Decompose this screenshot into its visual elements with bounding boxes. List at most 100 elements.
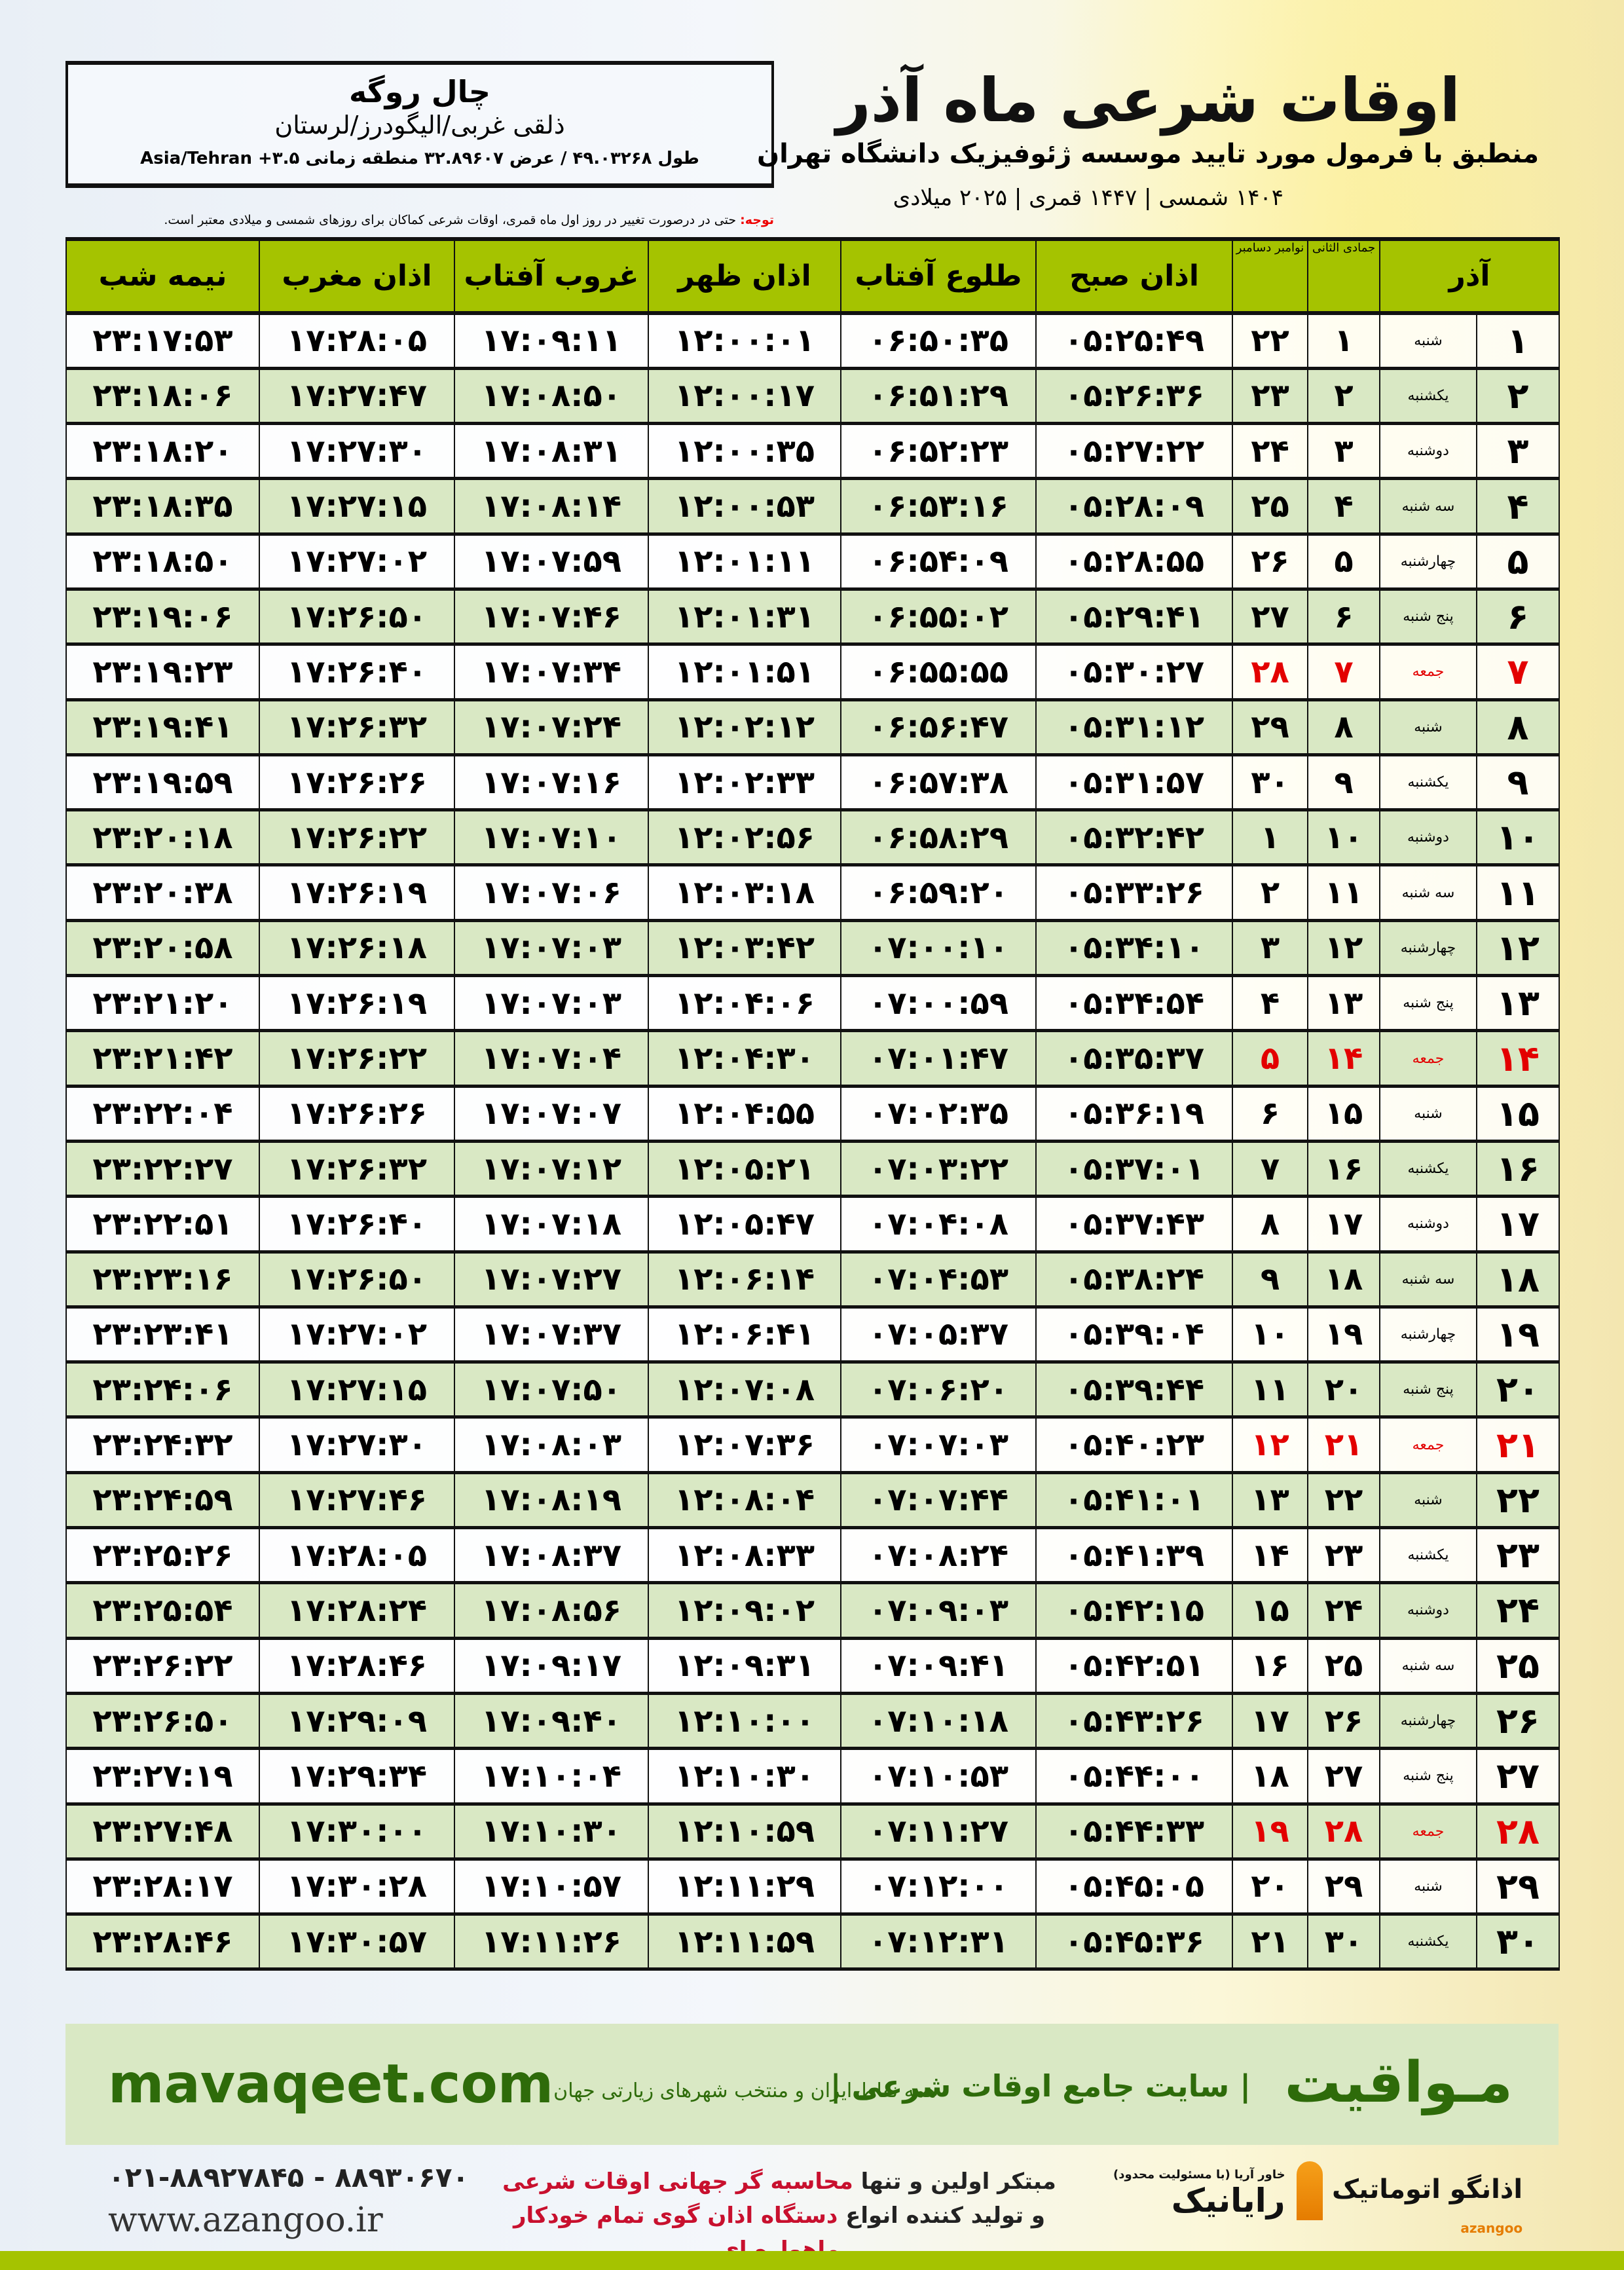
table-row: ۳ دوشنبه ۳ ۲۴ ۰۵:۲۷:۲۲ ۰۶:۵۲:۲۳ ۱۲:۰۰:۳۵ ۱۷:۰۸:…: [65, 422, 1560, 481]
notice-label: توجه:: [740, 213, 774, 227]
fajr-time: ۰۵:۲۹:۴۱: [1035, 588, 1233, 646]
table-row: ۲۴ دوشنبه ۲۴ ۱۵ ۰۵:۴۲:۱۵ ۰۷:۰۹:۰۳ ۱۲:۰۹:۰۲ ۱۷:۰…: [65, 1582, 1560, 1640]
maghrib-time: ۱۷:۲۶:۱۹: [259, 864, 455, 922]
sunrise-time: ۰۷:۰۵:۳۷: [840, 1306, 1037, 1364]
fajr-time: ۰۵:۲۷:۲۲: [1035, 422, 1233, 481]
azar-day: ۲۱: [1476, 1416, 1560, 1474]
table-row: ۲۰ پنج شنبه ۲۰ ۱۱ ۰۵:۳۹:۴۴ ۰۷:۰۶:۲۰ ۱۲:۰۷:۰۸ ۱۷…: [65, 1361, 1560, 1419]
table-row: ۲۶ چهارشنبه ۲۶ ۱۷ ۰۵:۴۳:۲۶ ۰۷:۱۰:۱۸ ۱۲:۱۰:۰۰ ۱۷…: [65, 1692, 1560, 1751]
midnight-time: ۲۳:۲۵:۲۶: [65, 1527, 260, 1585]
sunrise-time: ۰۷:۰۳:۲۲: [840, 1140, 1037, 1199]
dhuhr-time: ۱۲:۰۵:۲۱: [648, 1140, 841, 1199]
fajr-time: ۰۵:۳۱:۱۲: [1035, 699, 1233, 756]
sunset-time: ۱۷:۰۹:۱۷: [454, 1637, 649, 1695]
fajr-time: ۰۵:۳۵:۳۷: [1035, 1030, 1233, 1088]
maghrib-time: ۱۷:۲۷:۰۲: [259, 533, 455, 591]
midnight-time: ۲۳:۲۴:۳۲: [65, 1416, 260, 1474]
weekday: پنج شنبه: [1379, 588, 1477, 646]
sunset-time: ۱۷:۱۱:۲۶: [454, 1913, 649, 1971]
table-row: ۳۰ یکشنبه ۳۰ ۲۱ ۰۵:۴۵:۳۶ ۰۷:۱۲:۳۱ ۱۲:۱۱:۵۹ ۱۷:۱…: [65, 1913, 1560, 1971]
maghrib-time: ۱۷:۲۶:۲۲: [259, 1030, 455, 1088]
col-qamari: جمادی الثانی: [1307, 237, 1380, 315]
weekday: شنبه: [1379, 699, 1477, 756]
qamari-day: ۲۶: [1307, 1692, 1380, 1751]
banner-tagline-secondary: همه نقاط ایران و منتخب شهرهای زیارتی جها…: [553, 2079, 936, 2102]
dhuhr-time: ۱۲:۰۶:۱۴: [648, 1251, 841, 1309]
qamari-day: ۱۳: [1307, 975, 1380, 1033]
azangoo-logo-text: اذانگو اتوماتیک: [1331, 2174, 1523, 2205]
weekday: سه شنبه: [1379, 477, 1477, 536]
midnight-time: ۲۳:۲۴:۰۶: [65, 1361, 260, 1419]
table-row: ۲۸ جمعه ۲۸ ۱۹ ۰۵:۴۴:۳۳ ۰۷:۱۱:۲۷ ۱۲:۱۰:۵۹ ۱۷:۱۰:…: [65, 1803, 1560, 1861]
sunrise-time: ۰۷:۰۷:۰۳: [840, 1416, 1037, 1474]
azar-day: ۷: [1476, 643, 1560, 701]
sunrise-time: ۰۷:۰۷:۴۴: [840, 1472, 1037, 1530]
dhuhr-time: ۱۲:۰۰:۱۷: [648, 367, 841, 426]
dhuhr-time: ۱۲:۰۹:۳۱: [648, 1637, 841, 1695]
prayer-times-table: آذر جمادی الثانی نوامبر دسامبر اذان صبح …: [65, 237, 1560, 1971]
col-dhuhr: اذان ظهر: [648, 237, 841, 315]
midnight-time: ۲۳:۱۸:۲۰: [65, 422, 260, 481]
weekday: شنبه: [1379, 1858, 1477, 1916]
qamari-day: ۳۰: [1307, 1913, 1380, 1971]
weekday: پنج شنبه: [1379, 1747, 1477, 1806]
miladi-day: ۶: [1232, 1085, 1308, 1143]
sunset-time: ۱۷:۰۷:۰۳: [454, 920, 649, 978]
fajr-time: ۰۵:۴۱:۳۹: [1035, 1527, 1233, 1585]
dhuhr-time: ۱۲:۰۹:۰۲: [648, 1582, 841, 1640]
qamari-day: ۱۷: [1307, 1195, 1380, 1254]
dhuhr-time: ۱۲:۱۰:۰۰: [648, 1692, 841, 1751]
azar-day: ۲۵: [1476, 1637, 1560, 1695]
azar-day: ۱۴: [1476, 1030, 1560, 1088]
midnight-time: ۲۳:۱۸:۳۵: [65, 477, 260, 536]
table-row: ۲۹ شنبه ۲۹ ۲۰ ۰۵:۴۵:۰۵ ۰۷:۱۲:۰۰ ۱۲:۱۱:۲۹ ۱۷:۱۰:…: [65, 1858, 1560, 1916]
phone-numbers: ۰۲۱-۸۸۹۲۷۸۴۵ - ۸۸۹۳۰۶۷۰: [108, 2161, 470, 2193]
maghrib-time: ۱۷:۲۶:۳۲: [259, 1140, 455, 1199]
qamari-day: ۲۱: [1307, 1416, 1380, 1474]
sunrise-time: ۰۷:۱۲:۰۰: [840, 1858, 1037, 1916]
miladi-day: ۱۲: [1232, 1416, 1308, 1474]
table-row: ۱۲ چهارشنبه ۱۲ ۳ ۰۵:۳۴:۱۰ ۰۷:۰۰:۱۰ ۱۲:۰۳:۴۲ ۱۷:…: [65, 920, 1560, 978]
qamari-day: ۱۸: [1307, 1251, 1380, 1309]
sunrise-time: ۰۷:۰۰:۱۰: [840, 920, 1037, 978]
sunrise-time: ۰۶:۵۶:۴۷: [840, 699, 1037, 756]
miladi-day: ۱۹: [1232, 1803, 1308, 1861]
miladi-day: ۴: [1232, 975, 1308, 1033]
midnight-time: ۲۳:۲۱:۴۲: [65, 1030, 260, 1088]
weekday: پنج شنبه: [1379, 1361, 1477, 1419]
azar-day: ۸: [1476, 699, 1560, 756]
azar-day: ۱۱: [1476, 864, 1560, 922]
weekday: جمعه: [1379, 1803, 1477, 1861]
weekday: جمعه: [1379, 1030, 1477, 1088]
sunset-time: ۱۷:۱۰:۵۷: [454, 1858, 649, 1916]
table-row: ۲ یکشنبه ۲ ۲۳ ۰۵:۲۶:۳۶ ۰۶:۵۱:۲۹ ۱۲:۰۰:۱۷ ۱۷:۰۸:…: [65, 367, 1560, 426]
qamari-day: ۳: [1307, 422, 1380, 481]
table-row: ۶ پنج شنبه ۶ ۲۷ ۰۵:۲۹:۴۱ ۰۶:۵۵:۰۲ ۱۲:۰۱:۳۱ ۱۷:۰…: [65, 588, 1560, 646]
sunrise-time: ۰۶:۵۱:۲۹: [840, 367, 1037, 426]
weekday: شنبه: [1379, 1085, 1477, 1143]
midnight-time: ۲۳:۲۳:۱۶: [65, 1251, 260, 1309]
mavaqeet-link[interactable]: mavaqeet.com: [108, 2053, 554, 2115]
weekday: سه شنبه: [1379, 1637, 1477, 1695]
midnight-time: ۲۳:۲۴:۵۹: [65, 1472, 260, 1530]
table-row: ۱ شنبه ۱ ۲۲ ۰۵:۲۵:۴۹ ۰۶:۵۰:۳۵ ۱۲:۰۰:۰۱ ۱۷:۰۹:۱۱…: [65, 312, 1560, 370]
maghrib-time: ۱۷:۲۹:۰۹: [259, 1692, 455, 1751]
sunrise-time: ۰۷:۱۱:۲۷: [840, 1803, 1037, 1861]
sunrise-time: ۰۷:۰۴:۵۳: [840, 1251, 1037, 1309]
miladi-day: ۲۹: [1232, 699, 1308, 756]
sunrise-time: ۰۷:۰۹:۰۳: [840, 1582, 1037, 1640]
sunset-time: ۱۷:۰۷:۳۷: [454, 1306, 649, 1364]
maghrib-time: ۱۷:۲۹:۳۴: [259, 1747, 455, 1806]
table-row: ۲۱ جمعه ۲۱ ۱۲ ۰۵:۴۰:۲۳ ۰۷:۰۷:۰۳ ۱۲:۰۷:۳۶ ۱۷:۰۸:…: [65, 1416, 1560, 1474]
dhuhr-time: ۱۲:۱۰:۵۹: [648, 1803, 841, 1861]
azangoo-logo: اذانگو اتوماتیک azangoo: [1297, 2161, 1522, 2236]
dhuhr-time: ۱۲:۰۲:۱۲: [648, 699, 841, 756]
weekday: یکشنبه: [1379, 1140, 1477, 1199]
miladi-day: ۹: [1232, 1251, 1308, 1309]
midnight-time: ۲۳:۲۵:۵۴: [65, 1582, 260, 1640]
azangoo-link[interactable]: www.azangoo.ir: [108, 2201, 383, 2240]
maghrib-time: ۱۷:۲۷:۴۶: [259, 1472, 455, 1530]
midnight-time: ۲۳:۱۹:۴۱: [65, 699, 260, 756]
midnight-time: ۲۳:۲۲:۲۷: [65, 1140, 260, 1199]
azar-day: ۳: [1476, 422, 1560, 481]
